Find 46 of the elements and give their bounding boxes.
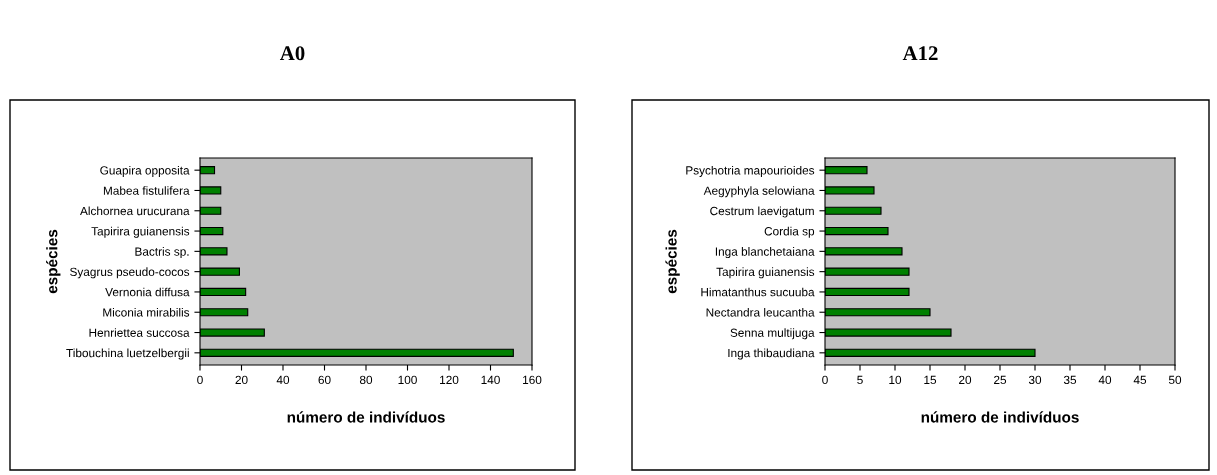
y-tick-label: Cestrum laevigatum	[710, 206, 814, 218]
x-tick-label: 20	[235, 375, 248, 385]
y-tick-label: Tapirira guianensis	[91, 226, 190, 238]
y-tick-label: Miconia mirabilis	[103, 307, 190, 317]
x-tick-label: 120	[440, 375, 459, 385]
y-tick-label: Himatanthus sucuuba	[701, 287, 815, 297]
y-tick-label: Nectandra leucantha	[706, 307, 815, 317]
x-tick-label: 20	[959, 375, 972, 385]
x-tick-label: 160	[523, 375, 542, 385]
y-tick-label: Mabea fistulifera	[103, 186, 190, 195]
y-axis-title: espécies	[46, 229, 61, 294]
y-tick-label: Psychotria mapourioides	[686, 165, 815, 177]
x-tick-label: 35	[1063, 375, 1077, 385]
y-tick-label: Guapira opposita	[100, 165, 190, 177]
x-tick-label: 100	[398, 375, 417, 385]
chart-title: A12	[902, 46, 938, 61]
x-tick-label: 15	[924, 375, 937, 385]
x-tick-label: 40	[1098, 375, 1112, 385]
y-tick-label: Henriettea succosa	[89, 328, 190, 337]
y-tick-label: Tapirira guianensis	[716, 267, 815, 279]
x-tick-label: 140	[481, 375, 500, 385]
x-tick-label: 10	[889, 375, 902, 385]
x-tick-label: 50	[1168, 375, 1182, 385]
x-tick-label: 5	[857, 375, 863, 385]
x-tick-label: 40	[276, 375, 290, 385]
y-tick-label: Cordia sp	[764, 226, 815, 238]
x-tick-label: 45	[1133, 375, 1147, 385]
x-tick-label: 25	[994, 375, 1007, 385]
x-tick-label: 0	[822, 375, 828, 385]
y-tick-label: Syagrus pseudo-cocos	[70, 267, 190, 279]
x-axis-title: número de indivíduos	[287, 411, 445, 423]
y-tick-label: Bactris sp.	[135, 247, 189, 259]
y-tick-label: Inga thibaudiana	[728, 348, 815, 360]
y-tick-label: Inga blanchetaiana	[715, 247, 815, 259]
x-axis-title: número de indivíduos	[921, 411, 1079, 423]
y-tick-label: Tibouchina luetzelbergii	[66, 348, 189, 360]
y-tick-label: Aegyphyla selowiana	[703, 186, 815, 198]
y-axis-title: espécies	[665, 229, 680, 294]
x-tick-label: 30	[1028, 375, 1042, 385]
x-tick-label: 80	[359, 375, 373, 385]
x-tick-label: 60	[318, 375, 331, 385]
chart-title: A0	[279, 46, 305, 61]
x-tick-label: 0	[197, 375, 203, 385]
y-tick-label: Vernonia diffusa	[105, 287, 190, 297]
y-tick-label: Alchornea urucurana	[80, 206, 190, 216]
y-tick-label: Senna multijuga	[730, 328, 815, 340]
